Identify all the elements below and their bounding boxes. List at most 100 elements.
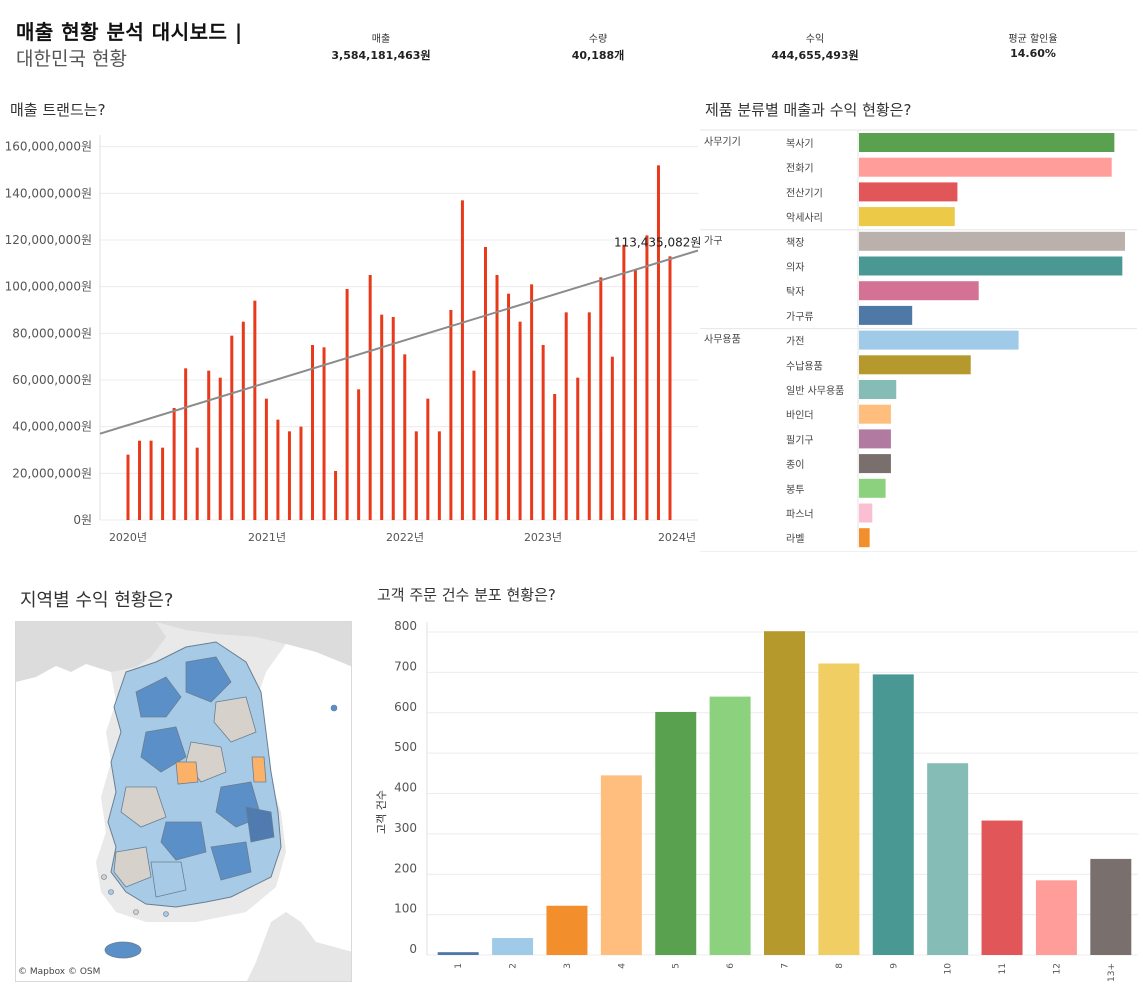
region-jeju[interactable] xyxy=(104,941,142,959)
orders-bar[interactable] xyxy=(655,711,697,955)
category-bar[interactable] xyxy=(859,133,1115,152)
orders-bar[interactable] xyxy=(437,952,479,955)
trend-bar[interactable] xyxy=(322,347,326,520)
trend-bar[interactable] xyxy=(449,310,453,520)
category-bar[interactable] xyxy=(859,256,1123,276)
category-bar[interactable] xyxy=(859,157,1112,177)
orders-bar[interactable] xyxy=(1035,880,1077,955)
trend-bar[interactable] xyxy=(576,377,580,520)
trend-bar[interactable] xyxy=(472,370,476,520)
category-bar[interactable] xyxy=(859,478,886,498)
orders-bar[interactable] xyxy=(927,763,969,955)
category-bar[interactable] xyxy=(859,404,891,424)
region-uljin[interactable] xyxy=(251,756,267,783)
trend-bar[interactable] xyxy=(622,244,626,520)
trend-bar[interactable] xyxy=(357,389,361,520)
trend-bar[interactable] xyxy=(241,321,245,520)
orders-bar[interactable] xyxy=(872,674,914,955)
trend-bar[interactable] xyxy=(172,408,176,520)
trend-bar[interactable] xyxy=(541,345,545,520)
trend-bar[interactable] xyxy=(518,321,522,520)
trend-bar[interactable] xyxy=(264,398,268,520)
trend-bar[interactable] xyxy=(161,447,165,520)
trend-chart[interactable]: 113,435,082원 0원 20,000,000원 40,000,000원 60,… xyxy=(0,125,700,555)
region-seoul[interactable] xyxy=(135,676,182,718)
region-jeonnam[interactable] xyxy=(113,846,152,888)
trend-bar[interactable] xyxy=(345,289,349,520)
category-bar[interactable] xyxy=(859,429,891,449)
trend-bar[interactable] xyxy=(564,312,568,520)
category-bar[interactable] xyxy=(859,182,958,202)
category-bar[interactable] xyxy=(859,330,1019,350)
trend-bar[interactable] xyxy=(587,312,591,520)
trend-bar[interactable] xyxy=(668,256,672,520)
orders-bar[interactable] xyxy=(818,663,860,955)
trend-bar[interactable] xyxy=(195,447,199,520)
category-bar[interactable] xyxy=(859,231,1125,251)
region-map[interactable] xyxy=(15,621,352,982)
trend-bar[interactable] xyxy=(460,200,464,520)
orders-bar[interactable] xyxy=(492,938,534,955)
trend-bar[interactable] xyxy=(207,370,211,520)
category-bar[interactable] xyxy=(859,355,971,375)
category-bar[interactable] xyxy=(859,503,873,523)
region-jeonbuk[interactable] xyxy=(120,786,167,828)
trend-bar[interactable] xyxy=(645,235,649,520)
region-ulleung[interactable] xyxy=(330,704,338,712)
category-bar[interactable] xyxy=(859,380,897,399)
trend-bar[interactable] xyxy=(437,431,441,520)
trend-bar[interactable] xyxy=(184,368,188,520)
orders-bar[interactable] xyxy=(981,820,1023,955)
region-daejeon[interactable] xyxy=(175,761,199,785)
region-gangwon-east[interactable] xyxy=(213,696,257,743)
trend-bar[interactable] xyxy=(276,419,280,520)
region-gyeongnam-west[interactable] xyxy=(160,821,207,861)
region-ulsan[interactable] xyxy=(245,806,275,843)
region-gangwon-west[interactable] xyxy=(185,656,232,703)
trend-x-tick: 2023년 xyxy=(524,531,562,544)
orders-bar[interactable] xyxy=(546,905,588,955)
orders-bar[interactable] xyxy=(764,631,805,955)
orders-x-tick: 9 xyxy=(889,963,899,969)
category-bar[interactable] xyxy=(859,305,913,325)
trend-bar[interactable] xyxy=(368,275,372,520)
trend-bar[interactable] xyxy=(334,471,338,520)
trend-bar[interactable] xyxy=(483,247,487,520)
region-suncheon[interactable] xyxy=(150,861,187,898)
trend-bar[interactable] xyxy=(253,300,257,520)
category-bar[interactable] xyxy=(859,207,955,227)
trend-bar[interactable] xyxy=(633,270,637,520)
trend-bar[interactable] xyxy=(414,431,418,520)
orders-bar[interactable] xyxy=(1090,858,1132,955)
trend-bar[interactable] xyxy=(610,356,614,520)
trend-bar[interactable] xyxy=(126,454,130,520)
trend-bar[interactable] xyxy=(138,440,142,520)
trend-bar[interactable] xyxy=(656,165,660,521)
trend-bar[interactable] xyxy=(218,377,222,520)
orders-bar[interactable] xyxy=(600,775,642,955)
trend-bar[interactable] xyxy=(553,394,557,520)
trend-bar[interactable] xyxy=(380,314,384,520)
category-bar[interactable] xyxy=(859,528,870,548)
trend-bar[interactable] xyxy=(426,398,430,520)
region-chungcheong[interactable] xyxy=(140,726,187,773)
category-bar[interactable] xyxy=(859,281,979,301)
trend-bar[interactable] xyxy=(403,354,407,520)
trend-bar[interactable] xyxy=(599,277,603,520)
trend-bar[interactable] xyxy=(149,440,153,520)
trend-bar[interactable] xyxy=(530,284,534,520)
trend-bar[interactable] xyxy=(299,426,303,520)
trend-bar[interactable] xyxy=(287,431,291,520)
trend-bar[interactable] xyxy=(311,345,315,520)
trend-bar[interactable] xyxy=(391,317,395,520)
trend-bar[interactable] xyxy=(495,275,499,520)
category-bar[interactable] xyxy=(859,454,891,474)
orders-bar[interactable] xyxy=(709,696,751,955)
trend-bar[interactable] xyxy=(230,335,234,520)
trend-bars xyxy=(126,165,672,521)
region-busan-area[interactable] xyxy=(210,841,252,881)
trend-bar[interactable] xyxy=(507,293,511,520)
